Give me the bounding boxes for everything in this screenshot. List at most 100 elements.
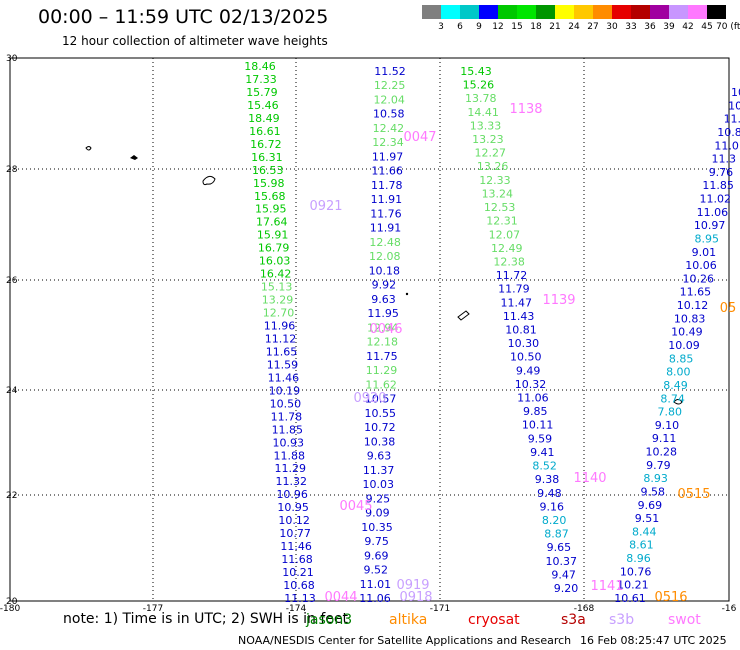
swh-value: 11.02 <box>700 193 732 206</box>
legend-label: 42 <box>682 22 694 32</box>
pass-label: 1141 <box>590 579 623 594</box>
swh-value: 9.59 <box>528 432 553 445</box>
swh-value: 15.95 <box>255 203 287 216</box>
swh-value: 9.63 <box>367 450 392 463</box>
swh-value: 8.87 <box>544 528 569 541</box>
generation-timestamp: 16 Feb 08:25:47 UTC 2025 <box>580 634 727 647</box>
swh-value: 11.47 <box>501 296 533 309</box>
legend-swatch <box>422 5 441 19</box>
swh-value: 10.26 <box>682 272 714 285</box>
swh-value: 11.13 <box>284 592 316 605</box>
legend-swatch <box>650 5 669 19</box>
lon-tick-label: -171 <box>430 604 450 614</box>
legend-swatch <box>517 5 536 19</box>
swh-value: 17.64 <box>256 216 288 229</box>
swh-value: 12.42 <box>373 122 405 135</box>
swh-value: 9.76 <box>709 166 734 179</box>
swh-value: 10.76 <box>620 565 652 578</box>
swh-value: 10.19 <box>269 384 301 397</box>
swh-value: 12.04 <box>373 93 405 106</box>
satellite-key-s3b: s3b <box>609 612 635 628</box>
swh-value: 10.06 <box>685 259 717 272</box>
swh-value: 12.33 <box>479 174 511 187</box>
swh-value: 9.65 <box>547 541 572 554</box>
swh-value: 12.18 <box>367 336 399 349</box>
swh-value: 16.72 <box>250 138 282 151</box>
swh-value: 11.78 <box>271 410 303 423</box>
altimeter-tracks: 18.4617.3315.7915.4618.4916.6116.7216.31… <box>244 60 740 605</box>
swh-value: 10.58 <box>373 108 405 121</box>
lon-tick-label: -177 <box>143 604 163 614</box>
swh-value: 13.29 <box>262 294 294 307</box>
swh-value: 10.55 <box>365 407 397 420</box>
pass-label: 0045 <box>339 499 372 514</box>
satellite-key-swot: swot <box>668 612 701 628</box>
legend-label: 36 <box>644 22 656 32</box>
swh-value: 15.26 <box>463 79 495 92</box>
swh-value: 9.75 <box>364 535 389 548</box>
legend-swatch <box>498 5 517 19</box>
swh-value: 18.46 <box>244 60 276 73</box>
swh-value: 9.10 <box>655 419 680 432</box>
swh-value: 10.18 <box>369 264 401 277</box>
swh-value: 11.85 <box>702 179 734 192</box>
legend-label: 30 <box>606 22 618 32</box>
swh-value: 12.34 <box>372 136 404 149</box>
pass-label: 0918 <box>399 590 432 605</box>
swh-value: 8.44 <box>632 525 657 538</box>
swh-value: 8.49 <box>663 379 688 392</box>
swh-value: 10.97 <box>694 219 726 232</box>
satellite-key-cryosat: cryosat <box>468 612 520 628</box>
lat-tick-label: 22 <box>6 491 17 501</box>
swh-value: 8.00 <box>666 366 691 379</box>
swh-value: 8.93 <box>643 472 668 485</box>
pass-label: 0046 <box>369 322 402 337</box>
swh-value: 8.20 <box>542 514 567 527</box>
swh-value: 10.50 <box>510 351 542 364</box>
swh-value: 11.46 <box>268 371 300 384</box>
pass-label: 1139 <box>542 293 575 308</box>
swh-value: 15.91 <box>257 229 289 242</box>
swh-value: 10.50 <box>270 397 302 410</box>
pass-label: 1140 <box>573 471 606 486</box>
swh-value: 10.11 <box>522 419 554 432</box>
swh-value: 18.49 <box>248 112 280 125</box>
pass-label: 0516 <box>654 590 687 605</box>
swh-value: 16.61 <box>249 125 281 138</box>
swh-value: 10.21 <box>617 579 649 592</box>
swh-value: 9.52 <box>364 564 389 577</box>
swh-value: 10.28 <box>646 446 678 459</box>
legend-swatch <box>593 5 612 19</box>
swh-value: 11.68 <box>281 553 313 566</box>
swh-value: 12.53 <box>484 201 516 214</box>
swh-value: 13.26 <box>477 160 509 173</box>
swh-value: 10.68 <box>283 579 315 592</box>
swh-value: 12.49 <box>491 242 523 255</box>
swh-value: 9.11 <box>652 432 677 445</box>
swh-value: 11.06 <box>697 206 729 219</box>
swh-value: 9.48 <box>537 487 562 500</box>
legend-label: 3 <box>438 22 444 32</box>
swh-value: 11.65 <box>680 286 712 299</box>
legend-label: 15 <box>511 22 523 32</box>
legend-swatch <box>612 5 631 19</box>
swh-value: 9.69 <box>364 549 389 562</box>
swh-value: 17.33 <box>245 73 277 86</box>
swh-value: 9.49 <box>516 364 541 377</box>
swh-value: 9.01 <box>692 246 717 259</box>
legend-label: 21 <box>549 22 561 32</box>
swh-value: 11.72 <box>496 269 528 282</box>
swh-value: 14.41 <box>467 106 499 119</box>
lat-tick-label: 30 <box>6 54 18 64</box>
legend-swatch <box>441 5 460 19</box>
lat-lon-grid <box>10 58 729 601</box>
swh-value: 11.96 <box>264 320 296 333</box>
legend-label: 18 <box>530 22 542 32</box>
swh-value: 10 <box>728 99 740 112</box>
swh-value: 13.33 <box>470 119 502 132</box>
swh-value: 15.43 <box>460 65 492 78</box>
lat-tick-label: 24 <box>6 386 18 396</box>
satellite-key-jason3: jason3 <box>306 612 353 628</box>
legend-swatch <box>669 5 688 19</box>
swh-value: 11.78 <box>371 179 403 192</box>
